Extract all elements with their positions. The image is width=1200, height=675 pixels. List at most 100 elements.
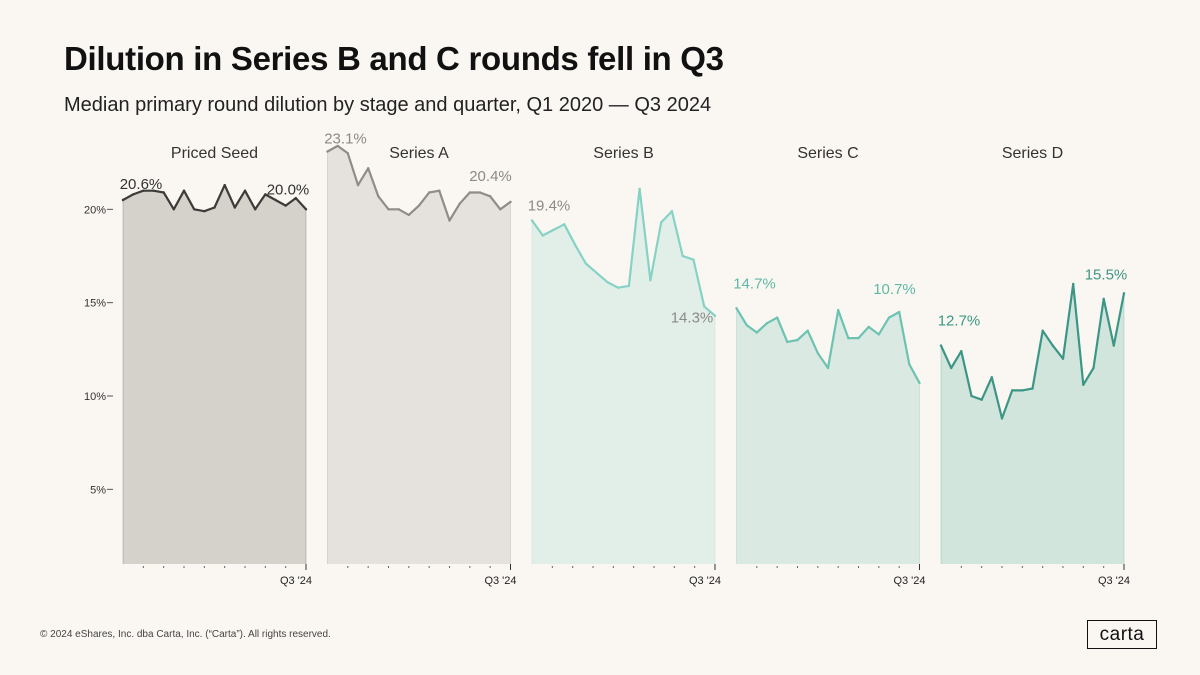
data-point — [796, 338, 799, 342]
data-point — [627, 284, 631, 288]
data-point — [649, 279, 652, 282]
data-point — [172, 208, 175, 211]
data-point — [356, 183, 360, 187]
data-point — [387, 208, 390, 211]
data-point — [692, 258, 695, 261]
series-area — [941, 284, 1124, 564]
data-point — [142, 189, 145, 192]
data-point — [1031, 387, 1034, 390]
data-point — [584, 262, 587, 265]
data-point — [448, 219, 451, 222]
data-point — [970, 394, 973, 398]
data-point — [857, 336, 860, 340]
start-value-label: 19.4% — [528, 198, 571, 215]
data-point — [735, 307, 738, 310]
data-point — [887, 316, 891, 319]
data-point — [428, 191, 431, 194]
data-point — [193, 208, 196, 211]
data-point — [417, 204, 421, 207]
data-point — [152, 189, 155, 192]
data-point — [563, 223, 566, 226]
data-point — [595, 271, 598, 274]
data-point — [755, 331, 758, 334]
data-point — [121, 198, 125, 202]
data-point — [367, 167, 370, 170]
data-point — [638, 187, 641, 190]
data-point — [681, 254, 684, 258]
data-point — [1122, 292, 1126, 295]
data-point — [950, 366, 953, 370]
y-tick-label: 5% — [90, 484, 106, 496]
data-point — [223, 183, 226, 187]
data-point — [233, 206, 236, 209]
y-tick-label: 10% — [84, 391, 106, 403]
data-point — [377, 195, 380, 198]
start-value-label: 14.7% — [733, 275, 776, 292]
data-point — [1102, 297, 1105, 301]
data-point — [573, 243, 577, 246]
data-point — [908, 363, 911, 366]
start-value-label: 23.1% — [324, 130, 367, 147]
data-point — [203, 210, 206, 213]
data-point — [489, 195, 492, 198]
data-point — [1051, 344, 1055, 347]
data-point — [284, 204, 287, 207]
end-value-label: 20.4% — [469, 168, 512, 185]
x-end-label: Q3 '24 — [280, 575, 312, 587]
data-point — [745, 323, 748, 327]
data-point — [552, 228, 555, 232]
data-point — [499, 208, 502, 211]
data-point — [509, 200, 512, 204]
data-point — [530, 219, 534, 222]
data-point — [213, 206, 216, 209]
end-value-label: 15.5% — [1085, 266, 1128, 283]
data-point — [254, 208, 257, 211]
series-area — [736, 308, 920, 564]
end-value-label: 10.7% — [873, 281, 916, 298]
x-end-label: Q3 '24 — [893, 575, 925, 587]
series-area — [532, 188, 715, 565]
dilution-small-multiples-chart: 5% 10% 15% 20% Priced Seed Q3 '24 20.6% 20.0% Se… — [84, 130, 1130, 587]
data-point — [867, 325, 870, 329]
data-point — [786, 340, 789, 344]
data-point — [132, 193, 135, 196]
series-area — [327, 145, 511, 564]
data-point — [326, 150, 329, 153]
data-point — [606, 280, 609, 284]
data-point — [162, 191, 165, 194]
data-point — [1092, 366, 1095, 370]
data-point — [806, 329, 809, 332]
data-point — [918, 381, 921, 385]
chart-title: Dilution in Series B and C rounds fell i… — [64, 40, 724, 77]
data-point — [1011, 389, 1014, 392]
data-point — [776, 316, 779, 319]
chart-subtitle: Median primary round dilution by stage a… — [64, 94, 712, 116]
panel-title: Series B — [593, 145, 653, 162]
panel-title: Priced Seed — [171, 145, 258, 162]
data-point — [826, 366, 830, 370]
data-point — [990, 376, 993, 379]
end-value-label: 14.3% — [671, 310, 714, 327]
data-point — [980, 398, 983, 401]
data-point — [458, 202, 461, 205]
data-point — [1082, 383, 1085, 386]
data-point — [670, 210, 674, 213]
panel-title: Series A — [389, 145, 449, 162]
data-point — [274, 198, 277, 202]
series-area — [123, 185, 306, 564]
data-point — [939, 344, 943, 347]
y-tick-label: 20% — [84, 204, 106, 216]
y-tick-label: 15% — [84, 298, 106, 310]
data-point — [478, 191, 482, 194]
carta-logo: carta — [1087, 620, 1157, 649]
data-point — [1061, 357, 1065, 360]
data-point — [182, 189, 186, 192]
data-point — [294, 196, 297, 200]
data-point — [703, 305, 706, 308]
data-point — [765, 322, 769, 325]
data-point — [877, 333, 880, 336]
data-point — [960, 350, 963, 353]
data-point — [468, 191, 471, 194]
data-point — [1112, 344, 1116, 347]
data-point — [660, 221, 663, 224]
